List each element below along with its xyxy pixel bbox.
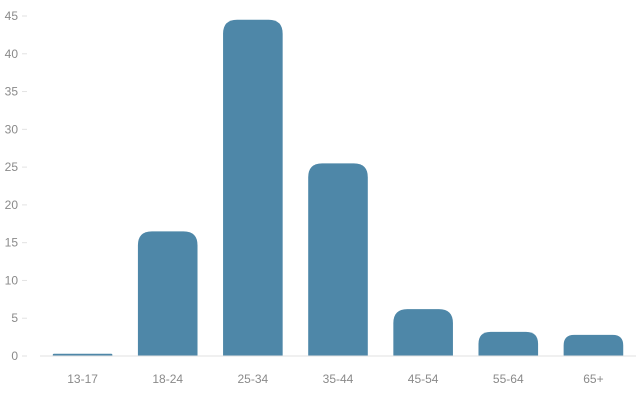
x-tick-label: 55-64 — [493, 372, 524, 386]
y-tick-label: 20 — [5, 198, 19, 212]
bar-65+ — [563, 334, 624, 356]
bar-18-24 — [137, 231, 198, 356]
x-tick-label: 35-44 — [323, 372, 354, 386]
y-tick-label: 0 — [11, 349, 18, 363]
y-tick-label: 5 — [11, 311, 18, 325]
y-tick-label: 30 — [5, 122, 19, 136]
y-tick-label: 15 — [5, 236, 19, 250]
y-tick-label: 10 — [5, 273, 19, 287]
bar-55-64 — [478, 331, 539, 356]
y-tick-label: 45 — [5, 9, 19, 23]
bars — [52, 19, 624, 357]
x-tick-label: 45-54 — [408, 372, 439, 386]
x-tick-label: 65+ — [583, 372, 603, 386]
y-tick-label: 35 — [5, 85, 19, 99]
y-tick-label: 25 — [5, 160, 19, 174]
y-tick-label: 40 — [5, 47, 19, 61]
bar-25-34 — [223, 19, 283, 357]
x-axis: 13-17 18-24 25-34 35-44 45-54 55-64 65+ — [67, 372, 603, 386]
bar-13-17 — [52, 353, 113, 356]
bar-35-44 — [308, 163, 368, 356]
x-tick-label: 18-24 — [152, 372, 183, 386]
y-axis: 0 5 10 15 20 25 30 35 40 45 — [5, 9, 27, 363]
x-tick-label: 25-34 — [238, 372, 269, 386]
x-tick-label: 13-17 — [67, 372, 98, 386]
bar-45-54 — [393, 309, 453, 356]
